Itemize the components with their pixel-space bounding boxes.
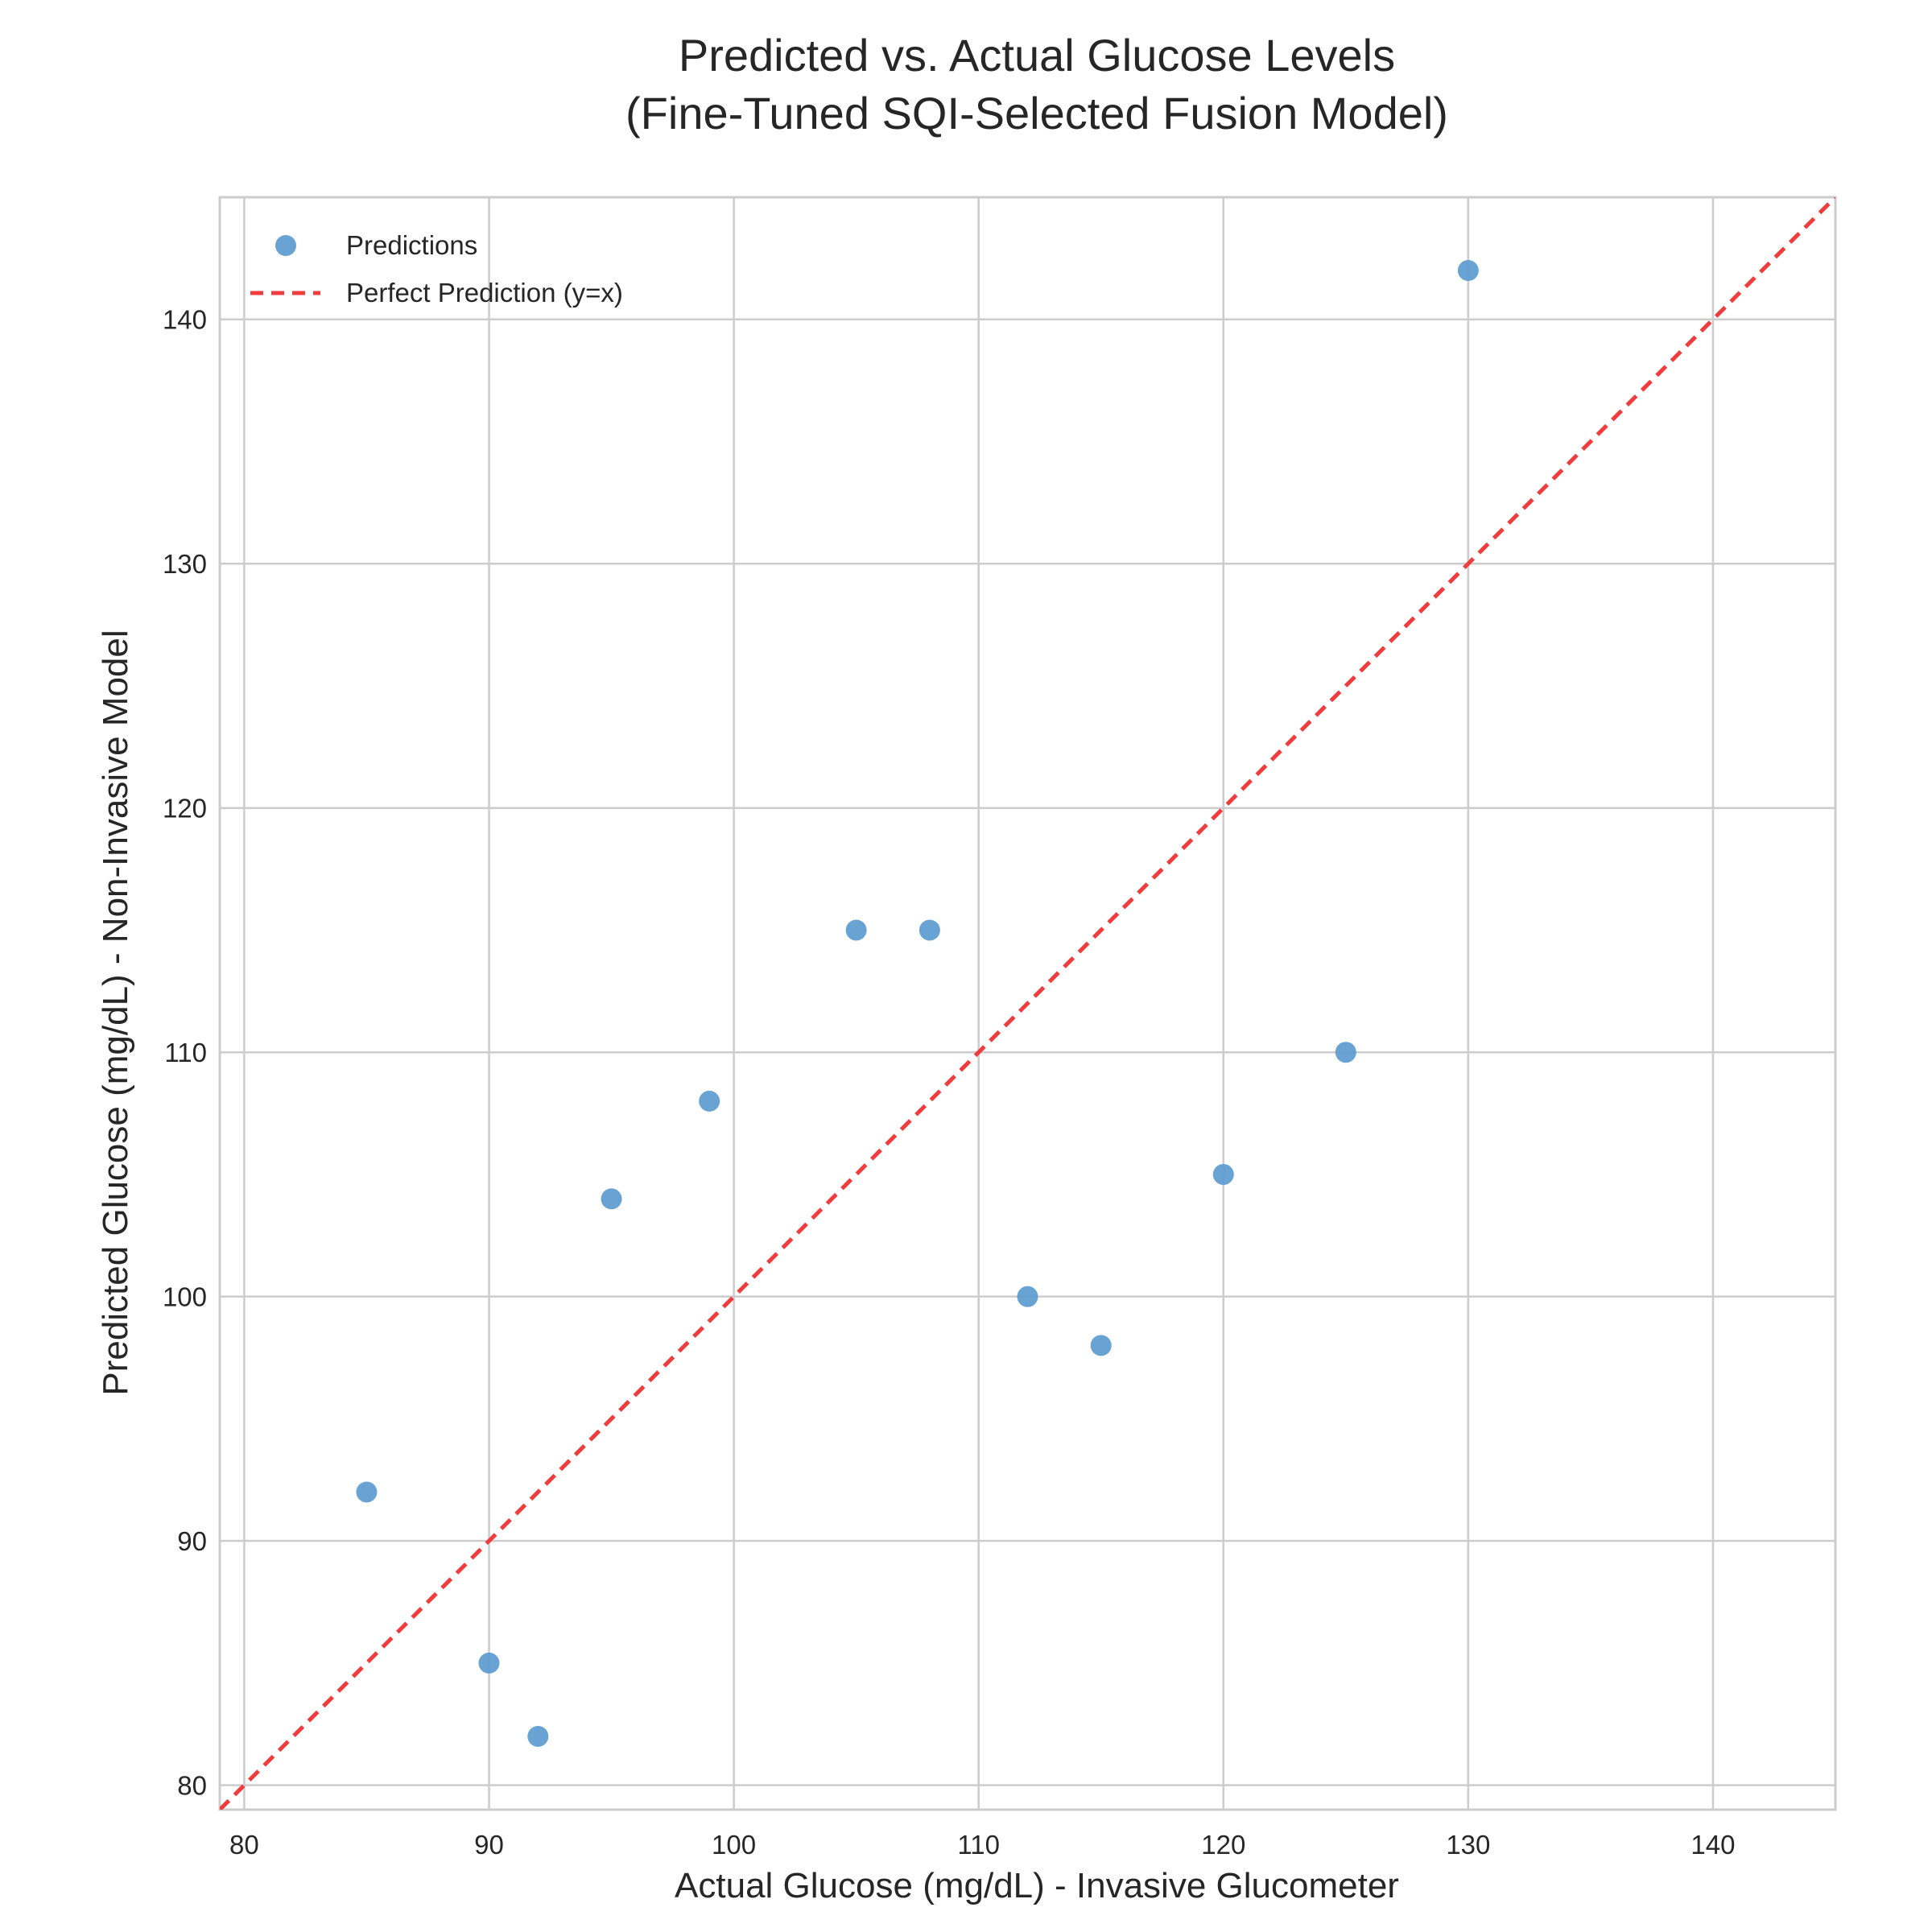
x-tick-label: 110 [957, 1830, 1000, 1860]
scatter-point [1457, 260, 1479, 282]
x-tick-label: 140 [1690, 1830, 1735, 1860]
x-tick-label: 80 [229, 1830, 259, 1860]
x-tick-label: 100 [712, 1830, 756, 1860]
scatter-point [527, 1725, 549, 1747]
scatter-point [919, 919, 940, 941]
legend-label-predictions: Predictions [346, 230, 477, 260]
reference-line-perfect-prediction [220, 197, 1835, 1810]
scatter-point [845, 919, 867, 941]
x-tick-label: 90 [474, 1830, 504, 1860]
reference-line-layer [220, 197, 1835, 1810]
scatter-point [356, 1481, 378, 1503]
plot-border [218, 196, 1837, 1811]
y-tick-label: 90 [177, 1526, 207, 1556]
scatter-point [601, 1188, 622, 1210]
scatter-point [1212, 1163, 1234, 1185]
y-tick-label: 120 [163, 794, 207, 824]
legend-marker-predictions [275, 235, 296, 256]
chart-title: Predicted vs. Actual Glucose Levels [679, 30, 1395, 80]
y-tick-label: 130 [163, 549, 207, 579]
y-tick-label: 110 [164, 1038, 207, 1067]
y-axis-label: Predicted Glucose (mg/dL) - Non-Invasive… [96, 630, 135, 1395]
y-tick-label: 140 [163, 305, 207, 335]
scatter-point [478, 1652, 500, 1674]
scatter-point [699, 1090, 720, 1112]
legend: Predictions Perfect Prediction (y=x) [250, 230, 623, 308]
grid-layer [220, 197, 1835, 1810]
points-layer [356, 260, 1479, 1747]
y-tick-label: 80 [177, 1771, 207, 1801]
x-tick-label: 120 [1201, 1830, 1245, 1860]
scatter-point [1017, 1286, 1038, 1307]
chart-subtitle: (Fine-Tuned SQI-Selected Fusion Model) [625, 88, 1448, 138]
scatter-point [1090, 1335, 1112, 1356]
tick-layer: 80 90 100 110 120 130 140 80 90 100 110 120 130 140 [163, 305, 1736, 1860]
x-tick-label: 130 [1446, 1830, 1490, 1860]
legend-label-perfect-prediction: Perfect Prediction (y=x) [346, 278, 623, 308]
x-axis-label: Actual Glucose (mg/dL) - Invasive Glucom… [675, 1866, 1399, 1905]
plot-frame [218, 196, 1837, 1811]
scatter-point [1335, 1042, 1356, 1063]
y-tick-label: 100 [163, 1282, 207, 1312]
